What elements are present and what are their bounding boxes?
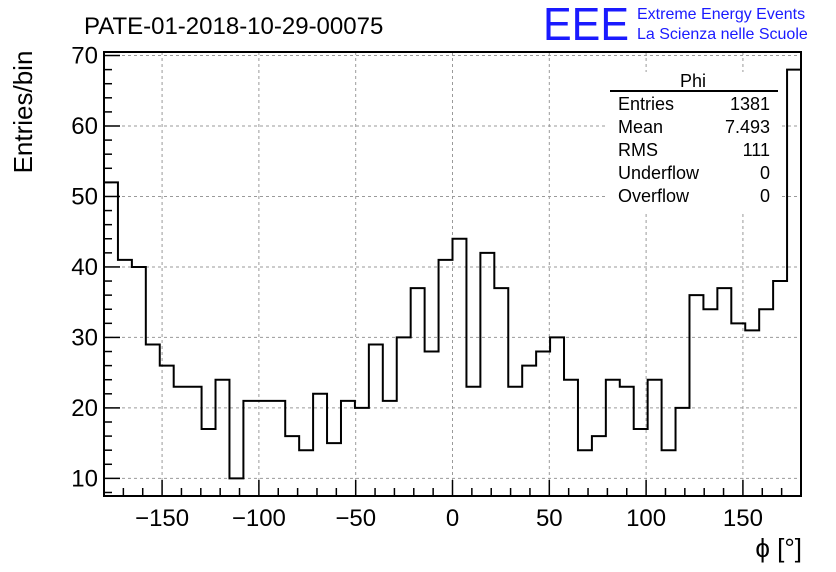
- histogram-bin: [425, 352, 439, 496]
- x-tick-label: 150: [723, 505, 763, 532]
- histogram-bin: [620, 387, 634, 496]
- y-tick-label: 10: [71, 465, 98, 492]
- histogram-bin: [717, 288, 731, 496]
- histogram-bin: [160, 366, 174, 496]
- axis-ticks: [103, 54, 802, 496]
- histogram-bin: [745, 330, 759, 496]
- histogram-outline: [104, 68, 801, 480]
- histogram-bin: [648, 380, 662, 496]
- histogram-bin: [759, 309, 773, 496]
- histogram-bin: [439, 260, 453, 496]
- y-tick-label: 60: [71, 113, 98, 140]
- tick-labels: −150 −100 −50 0 50 100 150 10 20 30 40 50 60 70: [71, 43, 763, 532]
- histogram-bin: [355, 408, 369, 496]
- histogram-bin: [550, 337, 564, 496]
- histogram-bin: [787, 70, 801, 496]
- stats-row-value: 111: [743, 140, 770, 160]
- x-tick-label: 0: [446, 505, 459, 532]
- stats-row-label: Entries: [618, 94, 674, 114]
- stats-row-label: Underflow: [618, 163, 700, 183]
- y-tick-label: 70: [71, 43, 98, 70]
- x-axis-label: ϕ [°]: [755, 533, 802, 563]
- histogram-bin: [466, 387, 480, 496]
- histogram-bin: [299, 450, 313, 496]
- histogram-bin: [703, 309, 717, 496]
- stats-row-value: 1381: [730, 94, 770, 114]
- x-tick-label: 100: [626, 505, 666, 532]
- histogram-bin: [243, 401, 257, 496]
- histogram-bin: [731, 323, 745, 496]
- histogram-bin: [229, 478, 243, 496]
- histogram-bin: [592, 436, 606, 496]
- histogram-bin: [383, 401, 397, 496]
- x-tick-label: −150: [135, 505, 189, 532]
- histogram-bin: [341, 401, 355, 496]
- histogram: [104, 68, 801, 496]
- y-tick-label: 40: [71, 254, 98, 281]
- x-tick-label: 50: [536, 505, 563, 532]
- eee-logo-mark: EEE: [543, 0, 629, 50]
- stats-box: Phi Entries 1381 Mean 7.493 RMS 111 Underflow 0…: [608, 71, 780, 212]
- histogram-bin: [132, 267, 146, 496]
- histogram-bin: [271, 401, 285, 496]
- histogram-bin: [606, 380, 620, 496]
- histogram-bin: [202, 429, 216, 496]
- y-tick-label: 20: [71, 395, 98, 422]
- histogram-bin: [146, 344, 160, 496]
- histogram-bin: [174, 387, 188, 496]
- histogram-bin: [480, 253, 494, 496]
- stats-row-value: 0: [760, 186, 770, 206]
- stats-row-label: RMS: [618, 140, 658, 160]
- x-tick-label: −50: [335, 505, 376, 532]
- x-tick-label: −100: [232, 505, 286, 532]
- histogram-bin: [188, 387, 202, 496]
- stats-row-label: Mean: [618, 117, 663, 137]
- histogram-bin: [536, 352, 550, 496]
- histogram-bin: [662, 450, 676, 496]
- stats-box-title: Phi: [680, 71, 706, 91]
- histogram-bin: [313, 394, 327, 496]
- histogram-bin: [522, 366, 536, 496]
- histogram-bin: [216, 380, 230, 496]
- histogram-bin: [285, 436, 299, 496]
- eee-logo-line2: La Scienza nelle Scuole: [637, 26, 808, 43]
- eee-logo: EEE Extreme Energy Events La Scienza nel…: [543, 0, 808, 50]
- histogram-bin: [327, 443, 341, 496]
- y-tick-label: 30: [71, 324, 98, 351]
- histogram-bin: [411, 288, 425, 496]
- stats-row-value: 0: [760, 163, 770, 183]
- stats-row-value: 7.493: [725, 117, 770, 137]
- histogram-bin: [564, 380, 578, 496]
- histogram-bin: [676, 408, 690, 496]
- stats-row-label: Overflow: [618, 186, 690, 206]
- histogram-bin: [369, 344, 383, 496]
- histogram-bin: [689, 295, 703, 496]
- histogram-bin: [453, 239, 467, 496]
- histogram-bin: [494, 288, 508, 496]
- histogram-bin: [397, 337, 411, 496]
- histogram-bin: [578, 450, 592, 496]
- histogram-bin: [508, 387, 522, 496]
- grid-lines: [104, 52, 801, 496]
- histogram-bin: [118, 260, 132, 496]
- y-axis-label: Entries/bin: [8, 51, 38, 174]
- histogram-bin: [773, 281, 787, 496]
- stats-box-background: [608, 72, 780, 212]
- chart-title: PATE-01-2018-10-29-00075: [84, 13, 383, 40]
- histogram-bin: [104, 182, 118, 496]
- eee-logo-line1: Extreme Energy Events: [637, 6, 805, 23]
- y-tick-label: 50: [71, 183, 98, 210]
